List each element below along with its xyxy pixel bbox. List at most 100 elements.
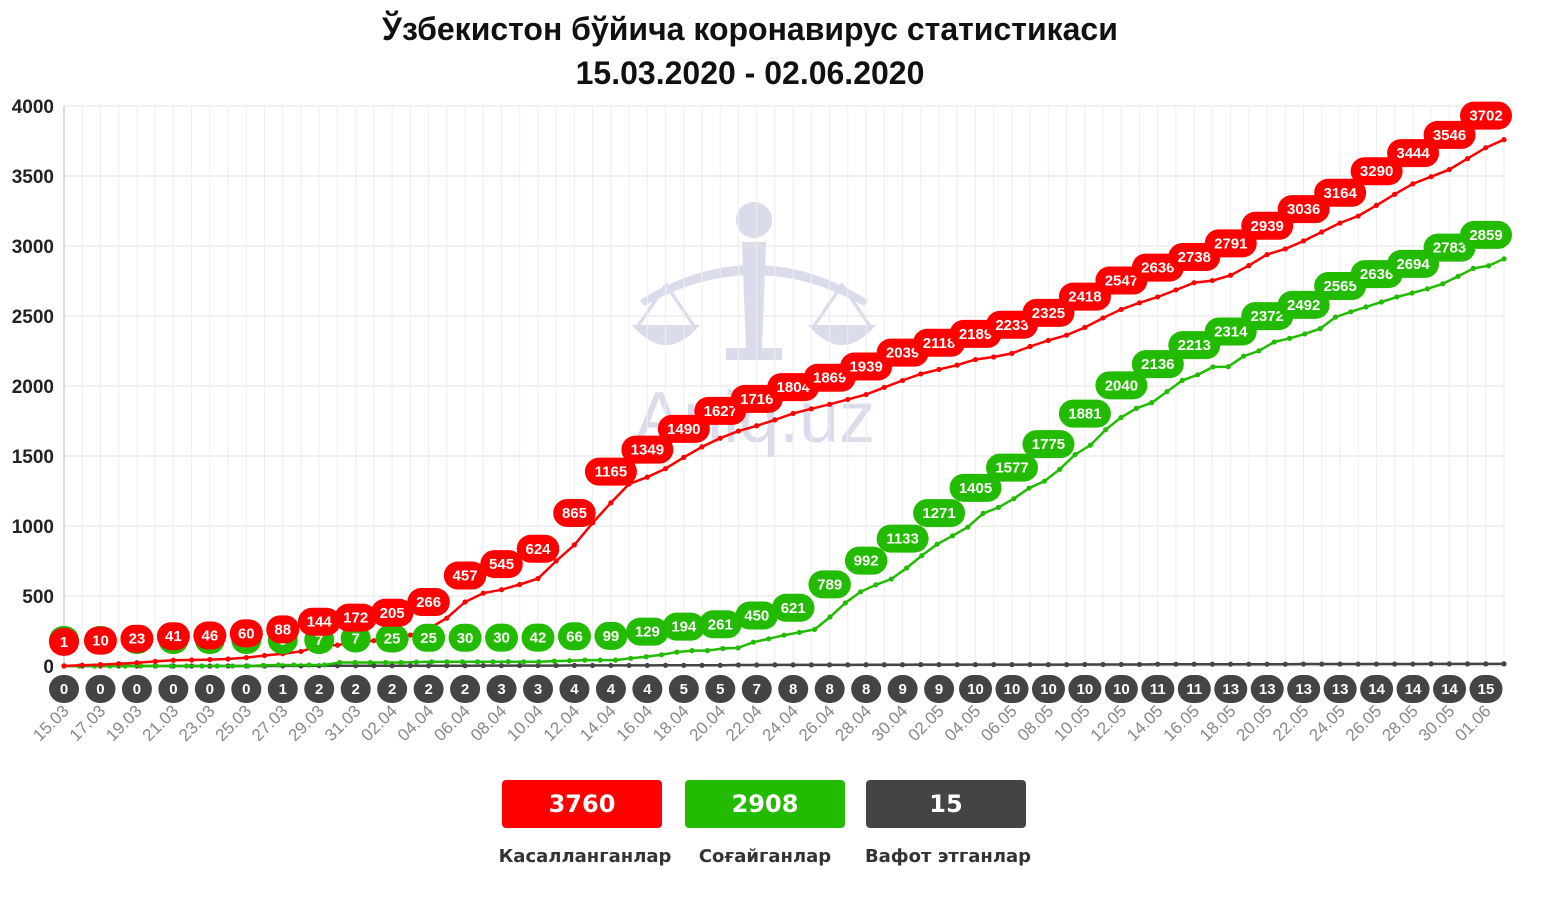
data-label-deaths: 13 — [1214, 675, 1248, 703]
data-point — [1428, 661, 1434, 667]
x-tick-label: 14.05 — [1123, 701, 1167, 745]
data-point — [383, 659, 389, 666]
data-label-text: 3546 — [1433, 127, 1466, 144]
legend-recovered-label: Соғайганлар — [698, 846, 832, 867]
x-tick-label: 15.03 — [29, 701, 73, 745]
data-label-deaths: 0 — [194, 675, 225, 703]
data-label-bg — [194, 675, 225, 703]
data-label-recovered: 2492 — [1277, 290, 1330, 319]
data-label-text: 88 — [274, 621, 291, 638]
data-point — [188, 657, 195, 663]
data-point — [772, 417, 778, 423]
data-label-text: 2783 — [1433, 240, 1466, 257]
data-label-bg — [778, 675, 809, 703]
data-point — [1103, 427, 1109, 433]
data-label-bg — [448, 623, 482, 652]
data-label-deaths: 2 — [413, 675, 444, 703]
data-point — [1209, 661, 1215, 667]
chart-title: Ўзбекистон бўйича коронавирус статистика… — [382, 11, 1118, 47]
data-point — [1378, 299, 1385, 305]
data-label-deaths: 13 — [1323, 675, 1357, 703]
data-point — [808, 406, 814, 412]
y-axis: 0 500 1000 1500 2000 2500 3000 3500 4000 — [12, 97, 65, 678]
data-label-text: 545 — [489, 556, 514, 573]
data-point — [689, 648, 695, 654]
data-label-text: 2233 — [995, 317, 1028, 334]
data-point — [183, 663, 190, 669]
data-point — [298, 648, 304, 655]
x-tick-label: 12.04 — [540, 701, 584, 745]
data-label-recovered: 66 — [557, 622, 591, 651]
data-point — [1373, 661, 1380, 667]
data-point — [425, 663, 432, 669]
data-point — [134, 660, 140, 666]
data-point — [735, 662, 742, 668]
data-label-bg — [413, 675, 444, 703]
data-label-deaths: 3 — [523, 675, 553, 703]
x-axis: 15.0317.0319.0321.0323.0325.0327.0329.03… — [29, 701, 1495, 745]
data-label-bg — [370, 598, 414, 627]
y-tick-label: 3000 — [12, 237, 54, 258]
data-point — [644, 662, 650, 669]
data-label-recovered: 1881 — [1058, 399, 1111, 428]
data-point — [1337, 661, 1343, 667]
data-point — [1118, 414, 1124, 421]
data-point — [1317, 326, 1323, 332]
data-point — [717, 662, 723, 668]
data-label-bg — [85, 675, 116, 703]
data-label-text: 457 — [453, 568, 478, 585]
data-label-bg — [375, 624, 409, 653]
x-tick-label: 28.04 — [831, 701, 875, 745]
data-label-bg — [594, 621, 628, 650]
data-label-text: 1627 — [704, 403, 737, 420]
data-label-cases: 2418 — [1058, 282, 1111, 311]
data-label-deaths: 13 — [1287, 675, 1321, 703]
data-point — [1179, 377, 1185, 383]
data-label-deaths: 4 — [595, 675, 626, 703]
x-tick-label: 27.03 — [248, 701, 292, 745]
data-point — [1410, 661, 1416, 667]
data-point — [1045, 337, 1051, 344]
data-label-cases: 2791 — [1204, 229, 1257, 258]
chart-grid — [63, 105, 1505, 667]
data-point — [1063, 332, 1070, 338]
data-point — [662, 466, 669, 472]
data-point — [1063, 662, 1070, 668]
data-label-bg — [949, 473, 1002, 502]
x-tick-label: 14.04 — [576, 701, 620, 745]
data-label-text: 2136 — [1141, 356, 1174, 373]
data-point — [790, 410, 796, 417]
x-tick-label: 02.04 — [357, 701, 401, 745]
data-point — [1149, 400, 1155, 406]
data-label-text: 13 — [1295, 681, 1312, 698]
data-label-bg — [621, 435, 674, 464]
y-tick-label: 500 — [22, 587, 54, 608]
data-label-text: 129 — [635, 624, 660, 641]
data-label-bg — [480, 550, 523, 579]
data-label-deaths: 0 — [49, 675, 79, 703]
data-point — [505, 659, 511, 665]
data-point — [243, 655, 249, 661]
data-label-text: 1716 — [740, 391, 773, 408]
x-tick-label: 30.04 — [868, 701, 912, 745]
data-label-text: 2636 — [1141, 260, 1174, 277]
data-point — [1282, 661, 1288, 667]
data-label-text: 10 — [1113, 681, 1130, 698]
data-label-cases: 1490 — [657, 414, 710, 443]
data-label-deaths: 7 — [741, 675, 772, 703]
data-point — [827, 614, 833, 620]
data-label-bg — [959, 675, 993, 703]
data-label-bg — [1387, 249, 1440, 278]
data-label-text: 42 — [530, 630, 547, 647]
data-point — [398, 659, 404, 666]
data-label-recovered: 2694 — [1387, 249, 1440, 278]
data-label-bg — [1323, 675, 1357, 703]
data-label-bg — [443, 561, 487, 590]
data-point — [1319, 661, 1325, 667]
data-point — [980, 510, 986, 516]
data-label-text: 5 — [680, 681, 688, 698]
data-label-deaths: 14 — [1433, 675, 1467, 703]
data-label-deaths: 2 — [340, 675, 371, 703]
data-label-text: 10 — [92, 633, 109, 650]
data-label-bg — [1350, 157, 1403, 186]
